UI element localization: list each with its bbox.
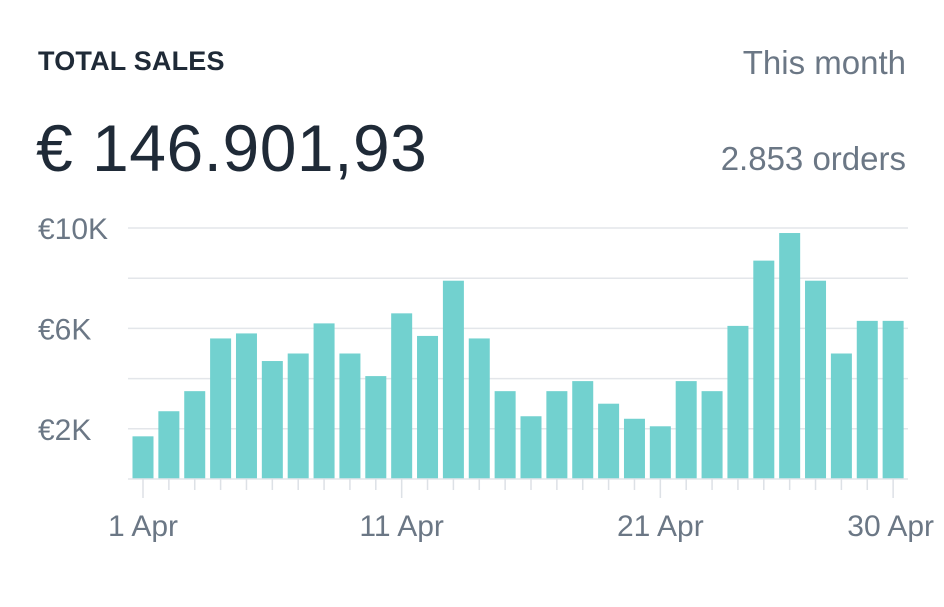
chart-bars	[132, 233, 904, 479]
bar	[313, 323, 335, 479]
chart-grid	[128, 227, 908, 430]
bar	[158, 411, 180, 479]
total-sales-amount: € 146.901,93	[36, 111, 428, 185]
y-tick-label: €10K	[38, 213, 108, 246]
bar	[856, 320, 878, 479]
bar	[830, 353, 852, 479]
bar	[805, 280, 827, 479]
y-tick-label: €2K	[38, 414, 91, 447]
bar	[417, 335, 439, 479]
bar	[701, 391, 723, 479]
bar	[391, 313, 413, 479]
period-selector[interactable]: This month	[742, 44, 906, 81]
bar	[675, 381, 697, 479]
bar	[572, 381, 594, 479]
bar	[235, 333, 257, 479]
bar	[727, 325, 749, 479]
bar	[210, 338, 232, 479]
bar	[623, 418, 645, 479]
bar	[546, 391, 568, 479]
bar	[287, 353, 309, 479]
y-tick-label: €6K	[38, 313, 91, 346]
bar	[339, 353, 361, 479]
x-tick-label: 1 Apr	[108, 510, 178, 543]
x-tick-label: 30 Apr	[847, 510, 934, 543]
bar	[520, 416, 542, 479]
orders-count: 2.853 orders	[720, 140, 906, 177]
bar	[598, 403, 620, 479]
chart-x-axis	[128, 478, 908, 498]
bar	[649, 426, 671, 479]
bar	[468, 338, 490, 479]
bar	[442, 280, 464, 479]
bar	[779, 233, 801, 479]
bar	[882, 320, 904, 479]
bar	[365, 376, 387, 479]
chart-x-tick-labels: 1 Apr 11 Apr 21 Apr 30 Apr	[108, 510, 934, 543]
x-tick-label: 21 Apr	[617, 510, 704, 543]
bar	[494, 391, 516, 479]
bar	[261, 361, 283, 479]
x-tick-label: 11 Apr	[359, 510, 444, 543]
bar	[184, 391, 206, 479]
bar	[753, 260, 775, 479]
bar	[132, 436, 154, 479]
chart-y-tick-labels: €2K €6K €10K	[38, 213, 108, 447]
card-title: TOTAL SALES	[38, 46, 225, 76]
